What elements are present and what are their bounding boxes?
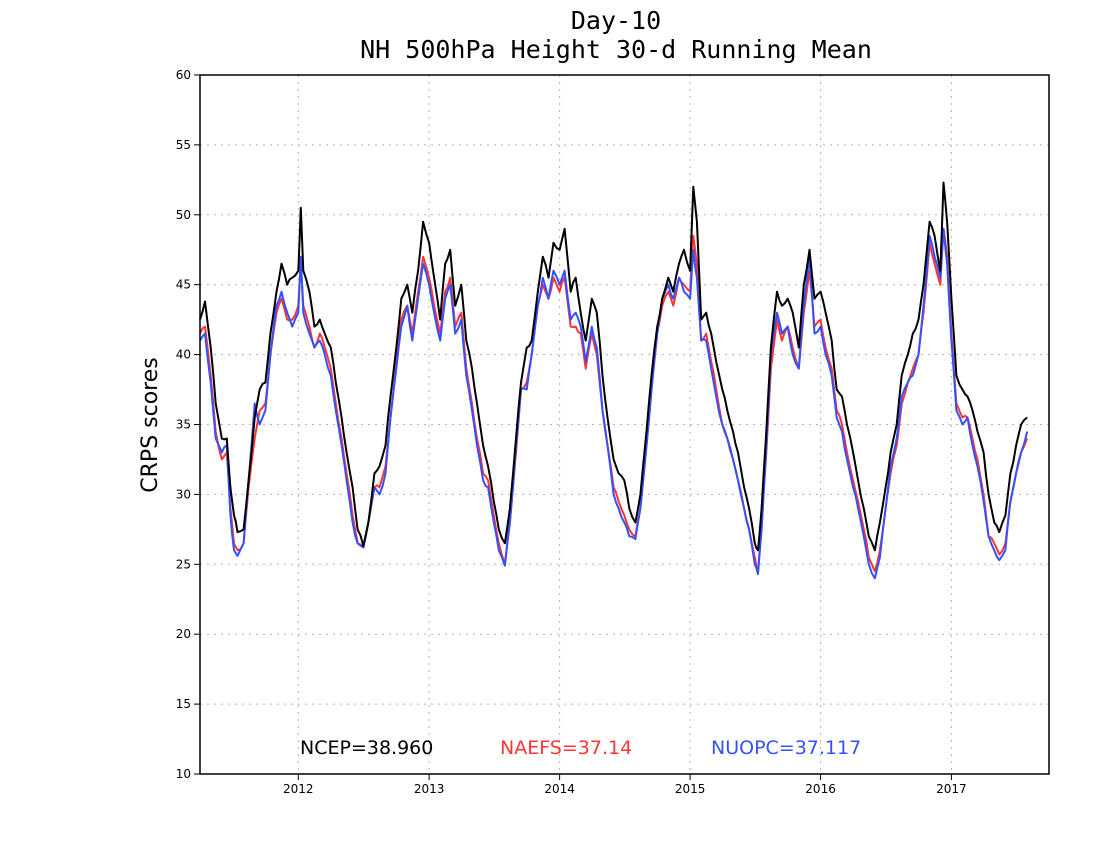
y-tick-label: 25 — [176, 557, 191, 571]
x-tick-label: 2016 — [805, 782, 836, 796]
plot-frame — [199, 74, 1050, 775]
chart-subtitle: NH 500hPa Height 30-d Running Mean — [360, 35, 872, 64]
x-tick-label: 2012 — [283, 782, 314, 796]
x-tick-label: 2014 — [544, 782, 575, 796]
y-tick-label: 50 — [176, 208, 191, 222]
chart-title: Day-10 — [571, 6, 661, 35]
x-tick-label: 2015 — [675, 782, 706, 796]
series-line-ncep — [199, 181, 1028, 552]
y-tick-label: 60 — [176, 68, 191, 82]
y-axis-label: CRPS scores — [138, 357, 163, 492]
y-tick-label: 20 — [176, 627, 191, 641]
y-tick-label: 45 — [176, 278, 191, 292]
x-tick-label: 2013 — [414, 782, 445, 796]
x-tick-label: 2017 — [936, 782, 967, 796]
y-tick-label: 35 — [176, 418, 191, 432]
y-tick-label: 30 — [176, 487, 191, 501]
legend-nuopc: NUOPC=37.117 — [711, 737, 861, 759]
y-tick-label: 15 — [176, 697, 191, 711]
series-line-nuopc — [199, 227, 1029, 580]
y-tick-label: 10 — [176, 767, 191, 781]
grid-lines — [200, 75, 1049, 774]
legend: NCEP=38.960 NAEFS=37.14 NUOPC=37.117 — [300, 737, 861, 759]
series-lines — [199, 181, 1029, 580]
y-tick-label: 40 — [176, 348, 191, 362]
axis-ticks: 10 15 20 25 30 35 40 45 50 55 60 2012 2013 2014 2015 20… — [176, 68, 967, 796]
legend-naefs: NAEFS=37.14 — [500, 737, 632, 759]
y-tick-label: 55 — [176, 138, 191, 152]
legend-ncep: NCEP=38.960 — [300, 737, 433, 759]
